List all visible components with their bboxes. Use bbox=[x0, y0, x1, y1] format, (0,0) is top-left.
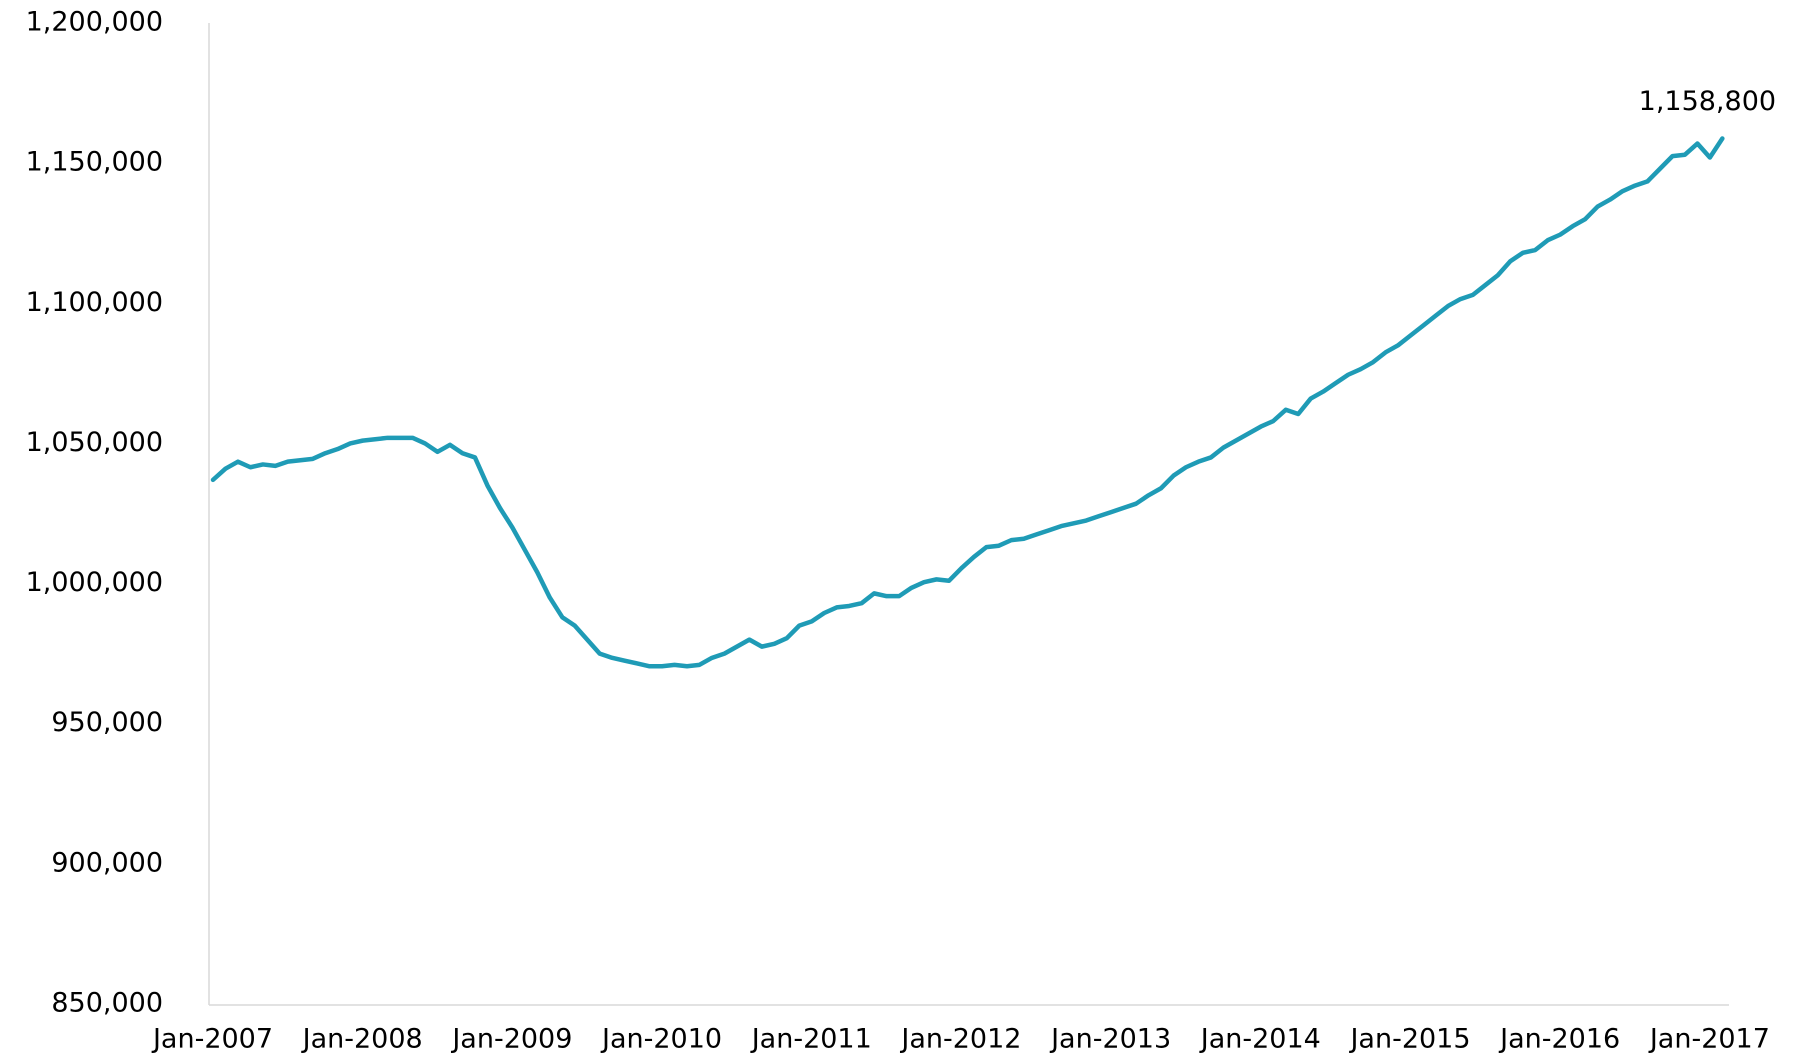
x-tick-label: Jan-2017 bbox=[1648, 1024, 1770, 1055]
x-tick-label: Jan-2014 bbox=[1199, 1024, 1321, 1055]
y-tick-label: 850,000 bbox=[51, 988, 163, 1019]
y-tick-label: 1,100,000 bbox=[26, 287, 163, 318]
x-tick-label: Jan-2010 bbox=[600, 1024, 722, 1055]
y-tick-label: 1,000,000 bbox=[26, 567, 163, 598]
y-tick-label: 1,200,000 bbox=[26, 7, 163, 38]
y-tick-label: 900,000 bbox=[51, 847, 163, 878]
x-tick-label: Jan-2012 bbox=[899, 1024, 1021, 1055]
y-tick-label: 1,050,000 bbox=[26, 427, 163, 458]
x-tick-label: Jan-2008 bbox=[301, 1024, 423, 1055]
x-tick-label: Jan-2015 bbox=[1348, 1024, 1470, 1055]
y-tick-label: 950,000 bbox=[51, 707, 163, 738]
data-label: 1,158,800 bbox=[1639, 86, 1776, 117]
x-tick-label: Jan-2011 bbox=[750, 1024, 872, 1055]
data-line bbox=[210, 136, 1725, 669]
x-tick-label: Jan-2007 bbox=[151, 1024, 273, 1055]
x-tick-label: Jan-2013 bbox=[1049, 1024, 1171, 1055]
x-tick-label: Jan-2009 bbox=[450, 1024, 572, 1055]
x-tick-label: Jan-2016 bbox=[1498, 1024, 1620, 1055]
y-tick-label: 1,150,000 bbox=[26, 147, 163, 178]
